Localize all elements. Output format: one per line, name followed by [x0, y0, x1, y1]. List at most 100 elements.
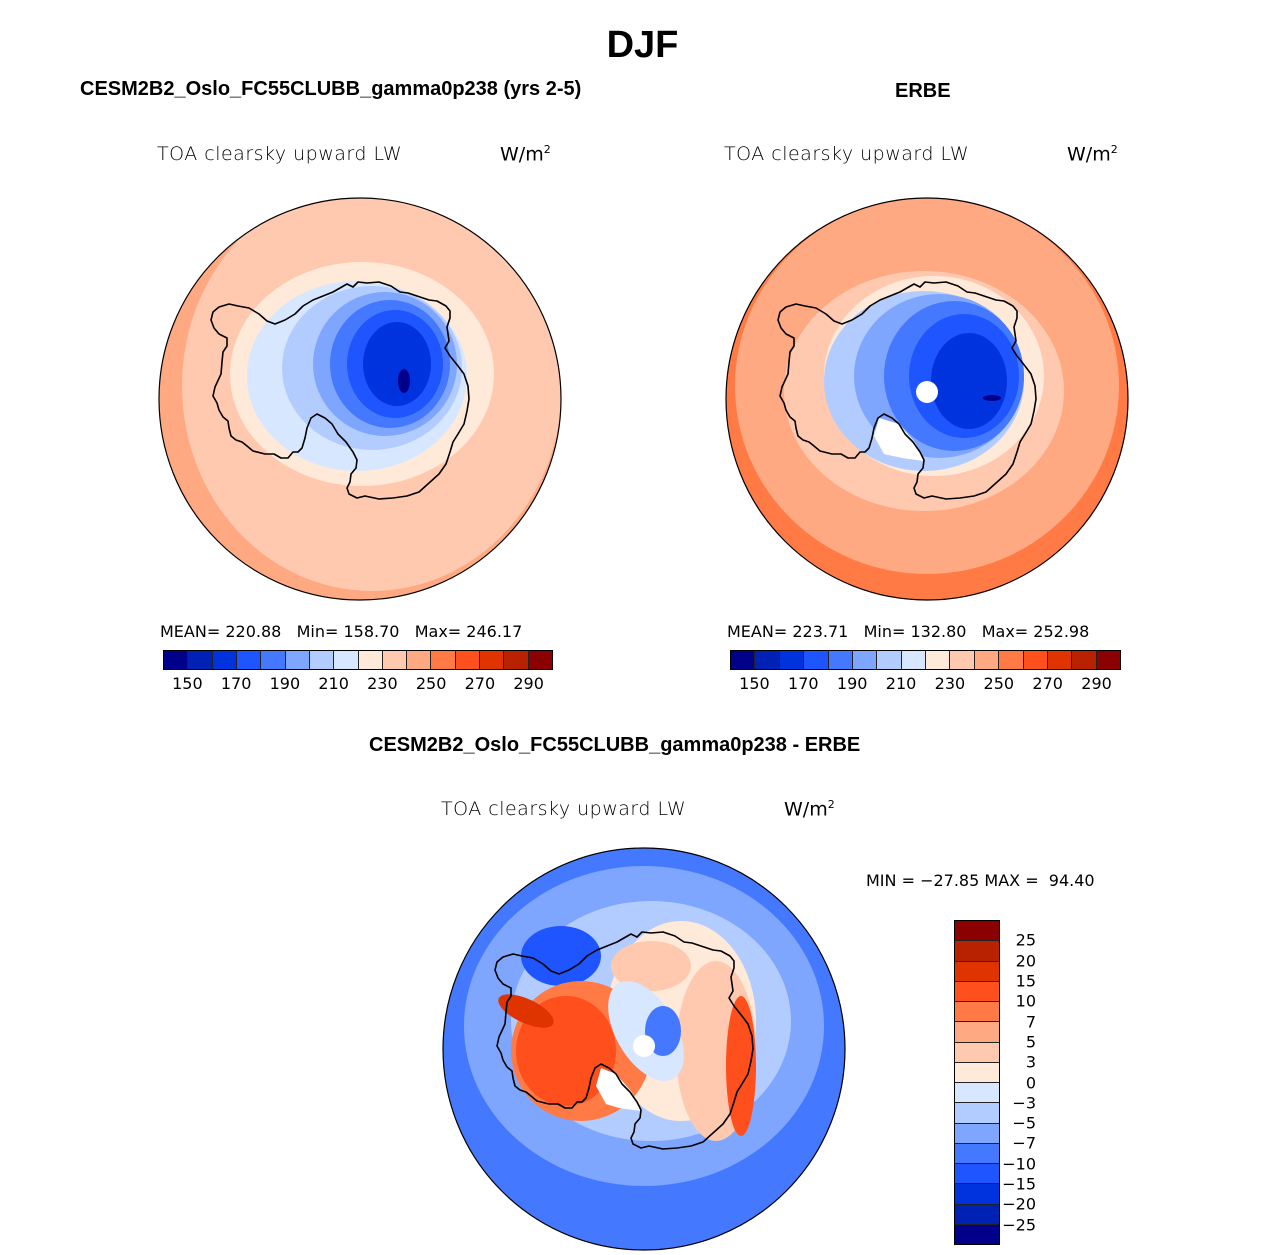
colorbar-swatch — [955, 1224, 999, 1244]
min-label: Min= — [296, 622, 339, 641]
colorbar-swatch — [955, 981, 999, 1002]
contour-band — [874, 418, 924, 461]
panel-2-map — [725, 197, 1129, 601]
units-text: W/m — [784, 798, 828, 821]
missing-data-pole — [916, 381, 938, 403]
units-exponent: 2 — [827, 798, 835, 811]
colorbar-tick-label: −20 — [1002, 1194, 1036, 1214]
panel-1-stats: MEAN= 220.88 Min= 158.70 Max= 246.17 — [160, 622, 522, 641]
panel-3-title: CESM2B2_Oslo_FC55CLUBB_gamma0p238 - ERBE — [369, 734, 861, 756]
max-value: 252.98 — [1033, 622, 1090, 641]
colorbar-tick-label: 210 — [885, 674, 917, 693]
units-text: W/m — [500, 143, 544, 166]
colorbar-swatch — [955, 961, 999, 982]
panel-3-colorbar — [954, 920, 1000, 1245]
panel-3-colorbar-ticks: 25 20 15 10 7 5 3 0 −3 −5 −7 −10 −15 −20 −25 — [1000, 920, 1036, 1245]
contour-band — [498, 994, 554, 1028]
colorbar-tick-label: 190 — [836, 674, 868, 693]
colorbar-swatch — [877, 651, 902, 669]
colorbar-swatch — [804, 651, 829, 669]
colorbar-tick-label: 230 — [367, 674, 398, 693]
max-value: 94.40 — [1048, 871, 1095, 890]
colorbar-swatch — [955, 921, 999, 942]
figure-title: DJF — [606, 24, 679, 66]
colorbar-tick-label: −25 — [1002, 1215, 1036, 1235]
colorbar-swatch — [261, 651, 286, 669]
colorbar-swatch — [926, 651, 951, 669]
colorbar-tick-label: 15 — [1015, 971, 1036, 991]
max-label: Max= — [981, 622, 1029, 641]
colorbar-tick-label: 7 — [1025, 1012, 1036, 1032]
panel-3-variable-label: TOA clearsky upward LW — [441, 798, 687, 820]
colorbar-tick-label: 270 — [464, 674, 496, 693]
colorbar-swatch — [955, 941, 999, 962]
contour-fill-group — [443, 848, 845, 1250]
panel-2-variable-label: TOA clearsky upward LW — [724, 143, 970, 165]
colorbar-swatch — [188, 651, 213, 669]
colorbar-swatch — [955, 1083, 999, 1104]
contour-band — [983, 395, 1001, 401]
colorbar-swatch — [431, 651, 456, 669]
colorbar-tick-label: 25 — [1015, 930, 1036, 950]
colorbar-tick-label: 170 — [220, 674, 252, 693]
colorbar-swatch — [504, 651, 529, 669]
panel-2-colorbar-ticks: 150 170 190 210 230 250 270 290 — [730, 670, 1121, 693]
colorbar-tick-label: 150 — [739, 674, 770, 693]
max-label: MAX = — [984, 871, 1039, 890]
contour-fill-group — [726, 198, 1128, 600]
missing-data-pole — [633, 1035, 655, 1057]
colorbar-swatch — [334, 651, 359, 669]
colorbar-tick-label: 290 — [513, 674, 544, 693]
contour-band — [596, 1068, 641, 1111]
colorbar-tick-label: 270 — [1032, 674, 1063, 693]
panel-2-units: W/m2 — [1067, 143, 1118, 165]
coastline — [210, 281, 470, 500]
colorbar-swatch — [755, 651, 780, 669]
mean-label: MEAN= — [160, 622, 221, 641]
contour-band — [398, 369, 410, 393]
colorbar-tick-label: −7 — [1012, 1133, 1036, 1153]
contour-band — [931, 333, 1007, 429]
colorbar-tick-label: 290 — [1081, 674, 1112, 693]
panel-3-units: W/m2 — [784, 798, 835, 820]
colorbar-swatch — [164, 651, 189, 669]
mean-value: 223.71 — [792, 622, 849, 641]
map-border — [442, 847, 846, 1251]
colorbar-swatch — [955, 1204, 999, 1225]
contour-band — [726, 996, 756, 1136]
colorbar-swatch — [212, 651, 237, 669]
colorbar-tick-label: 5 — [1025, 1032, 1036, 1052]
colorbar-swatch — [1072, 651, 1097, 669]
min-value: −27.85 — [920, 871, 980, 890]
colorbar-swatch — [1023, 651, 1048, 669]
units-exponent: 2 — [543, 143, 551, 156]
colorbar-swatch — [285, 651, 310, 669]
panel-2-title: ERBE — [895, 80, 951, 102]
contour-fill-group — [159, 198, 561, 600]
panel-1-colorbar — [163, 650, 553, 670]
units-text: W/m — [1067, 143, 1111, 166]
colorbar-swatch — [955, 1164, 999, 1185]
colorbar-swatch — [999, 651, 1024, 669]
colorbar-tick-label: −5 — [1012, 1113, 1036, 1133]
colorbar-swatch — [955, 1022, 999, 1043]
panel-1-units: W/m2 — [500, 143, 551, 165]
colorbar-tick-label: −3 — [1012, 1093, 1036, 1113]
min-value: 158.70 — [343, 622, 400, 641]
colorbar-tick-label: 250 — [983, 674, 1015, 693]
panel-3-map — [442, 847, 846, 1251]
colorbar-tick-label: 210 — [318, 674, 349, 693]
panel-1-colorbar-ticks: 150 170 190 210 230 250 270 290 — [163, 670, 553, 693]
colorbar-swatch — [358, 651, 383, 669]
panel-2-stats: MEAN= 223.71 Min= 132.80 Max= 252.98 — [727, 622, 1089, 641]
panel-1-map — [158, 197, 562, 601]
colorbar-tick-label: 150 — [172, 674, 203, 693]
colorbar-swatch — [382, 651, 408, 669]
panel-1-title: CESM2B2_Oslo_FC55CLUBB_gamma0p238 (yrs 2… — [80, 78, 582, 100]
colorbar-swatch — [455, 651, 481, 669]
colorbar-tick-label: 250 — [415, 674, 447, 693]
coastline — [777, 281, 1037, 500]
colorbar-swatch — [974, 651, 1000, 669]
mean-value: 220.88 — [225, 622, 282, 641]
colorbar-tick-label: −10 — [1002, 1154, 1036, 1174]
